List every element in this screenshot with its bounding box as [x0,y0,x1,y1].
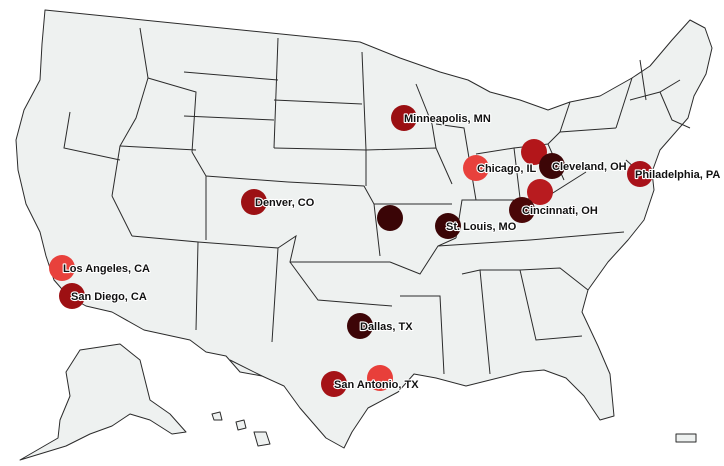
city-marker-san-diego-ca[interactable] [59,283,85,309]
state-borders [63,27,691,377]
puerto-rico-shape [675,433,697,443]
city-marker-philadelphia-pa[interactable] [627,161,653,187]
city-marker-cleveland-oh[interactable] [539,153,565,179]
hawaii-shape [211,411,271,447]
city-marker-chicago-il[interactable] [463,155,489,181]
city-label-cincinnati-oh: Cincinnati, OH [522,205,598,217]
city-label-st-louis-mo: St. Louis, MO [446,221,517,233]
city-marker-dallas-tx[interactable] [347,313,373,339]
city-label-san-diego-ca: San Diego, CA [71,291,147,303]
city-marker-cincinnati-oh[interactable] [509,197,535,223]
city-markers [49,105,653,397]
city-label-philadelphia-pa: Philadelphia, PA [635,169,720,181]
city-marker-denver-co[interactable] [241,189,267,215]
city-marker-unlabeled-14[interactable] [367,365,393,391]
city-label-san-antonio-tx: San Antonio, TX [334,379,419,391]
city-label-denver-co: Denver, CO [255,197,315,209]
alaska-shape [19,343,187,461]
city-marker-unlabeled-2[interactable] [521,139,547,165]
city-label-cleveland-oh: Cleveland, OH [552,161,627,173]
city-label-minneapolis-mn: Minneapolis, MN [404,113,491,125]
city-marker-minneapolis-mn[interactable] [391,105,417,131]
city-marker-san-antonio-tx[interactable] [321,371,347,397]
city-marker-unlabeled-8[interactable] [377,205,403,231]
city-label-dallas-tx: Dallas, TX [360,321,413,333]
city-labels: Minneapolis, MN Chicago, IL Cleveland, OH P… [62,112,722,392]
city-label-chicago-il: Chicago, IL [477,163,537,175]
city-marker-st-louis-mo[interactable] [435,213,461,239]
state-outlines [15,9,713,461]
city-marker-unlabeled-5[interactable] [527,179,553,205]
city-label-los-angeles-ca: Los Angeles, CA [63,263,150,275]
city-marker-los-angeles-ca[interactable] [49,255,75,281]
